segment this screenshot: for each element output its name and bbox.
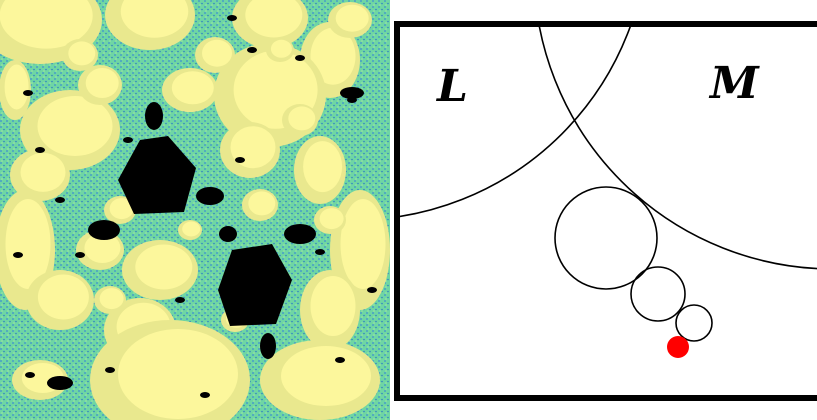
filled-set-speck xyxy=(13,252,23,258)
fractal-basin-core xyxy=(171,71,214,105)
label-m: M xyxy=(708,58,760,109)
filled-set-lower-pentagon xyxy=(218,244,292,326)
fractal-image-panel xyxy=(0,0,390,420)
filled-set-speck xyxy=(123,137,133,143)
chain-circle-medium xyxy=(630,266,686,322)
filled-set-speck xyxy=(347,97,357,103)
fractal-basin-core xyxy=(37,274,89,320)
diagram-frame xyxy=(394,21,817,401)
fractal-basin-core xyxy=(109,198,134,220)
chain-circle-large xyxy=(554,186,658,290)
filled-set-lobe xyxy=(47,376,73,390)
fractal-basin-core xyxy=(303,141,343,193)
fractal-basin-core xyxy=(135,244,193,290)
fractal-basin-core xyxy=(85,68,119,98)
filled-set-speck xyxy=(175,297,185,303)
circle-diagram: L M xyxy=(394,21,817,401)
filled-set-speck xyxy=(247,47,257,53)
filled-set-speck xyxy=(55,197,65,203)
fractal-basin-core xyxy=(84,233,121,263)
filled-set-lobe xyxy=(196,187,224,205)
filled-set-speck xyxy=(35,147,45,153)
fractal-basin-core xyxy=(340,199,386,289)
fractal-basin-core xyxy=(319,208,344,230)
red-point-marker xyxy=(667,336,689,358)
filled-set-lobe xyxy=(340,87,364,99)
filled-set-lobe xyxy=(260,333,276,359)
filled-set-speck xyxy=(335,357,345,363)
fractal-basin-core xyxy=(270,39,292,58)
filled-set-speck xyxy=(23,90,33,96)
filled-set-speck xyxy=(105,367,115,373)
fractal-basin-core xyxy=(288,106,316,131)
fractal-basin-core xyxy=(37,96,113,156)
fractal-basin-core xyxy=(5,199,51,289)
fractal-basin-core xyxy=(245,0,303,38)
filled-set-speck xyxy=(75,252,85,258)
filled-set-speck xyxy=(25,372,35,378)
chain-circle-small xyxy=(675,304,713,342)
fractal-filled-set xyxy=(13,15,377,398)
fractal-basin-core xyxy=(20,152,66,192)
filled-set-speck xyxy=(200,392,210,398)
circle-diagram-panel: L M xyxy=(392,0,817,420)
fractal-basin-core xyxy=(120,0,189,38)
filled-set-speck xyxy=(367,287,377,293)
fractal-basin-core xyxy=(118,329,238,419)
fractal-basin-core xyxy=(4,64,29,110)
fractal-basin-core xyxy=(0,0,93,49)
label-l: L xyxy=(435,61,468,112)
filled-set-lobe xyxy=(219,226,237,242)
filled-set-speck xyxy=(227,15,237,21)
fractal-basin-core xyxy=(68,41,96,66)
fractal-basin-core xyxy=(182,221,201,237)
fractal-basin-core xyxy=(281,346,371,406)
filled-set-lobe xyxy=(88,220,120,240)
fractal-basin-core xyxy=(99,288,124,310)
filled-set-speck xyxy=(315,249,325,255)
fractal-basin-core xyxy=(310,276,356,336)
fractal-basin-core xyxy=(202,39,232,67)
fractal-basin-core xyxy=(310,27,356,85)
fractal-image xyxy=(0,0,390,420)
filled-set-speck xyxy=(235,157,245,163)
fractal-basin-core xyxy=(248,191,276,216)
fractal-basin-core xyxy=(335,4,369,32)
filled-set-speck xyxy=(295,55,305,61)
circle-m xyxy=(538,27,817,270)
filled-set-lobe xyxy=(145,102,163,130)
fractal-basins xyxy=(0,0,390,420)
filled-set-upper-pentagon xyxy=(118,136,196,214)
filled-set-lobe xyxy=(284,224,316,244)
